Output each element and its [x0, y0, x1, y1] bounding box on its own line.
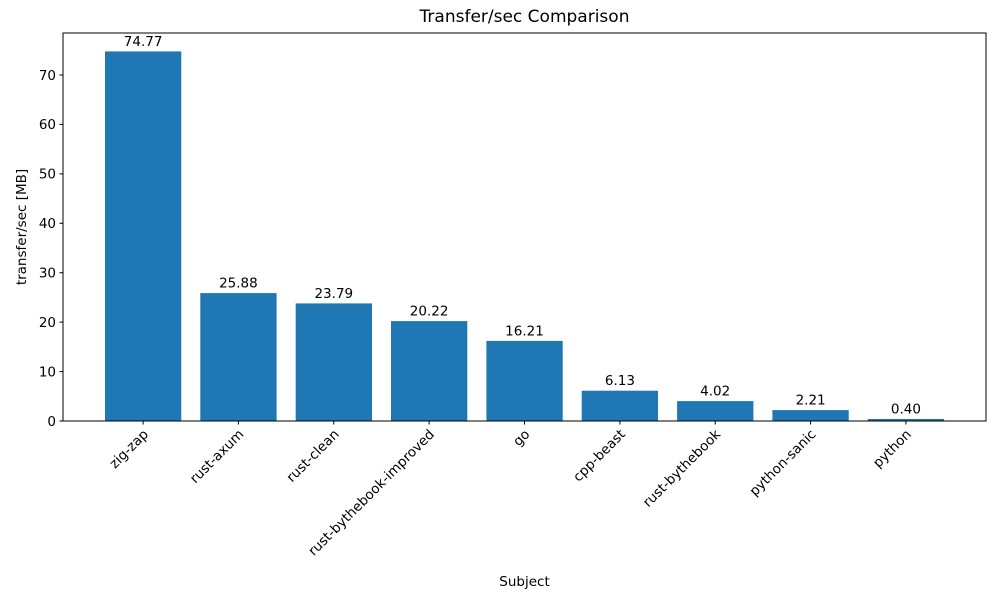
bar-value-label: 2.21: [796, 393, 826, 409]
x-tick-label: python: [870, 427, 915, 472]
bar-value-label: 0.40: [891, 402, 921, 418]
bar: [867, 419, 945, 421]
bar: [200, 293, 277, 421]
y-tick-label: 20: [39, 315, 56, 331]
bar-value-label: 74.77: [124, 34, 163, 50]
bar: [772, 410, 849, 421]
x-tick-label: rust-axum: [187, 427, 247, 487]
x-tick-label: rust-clean: [283, 427, 342, 486]
bar-value-label: 20.22: [410, 304, 449, 320]
y-tick-label: 40: [39, 216, 56, 232]
chart-title: Transfer/sec Comparison: [419, 7, 630, 27]
x-tick-label: rust-bythebook: [640, 426, 724, 510]
x-axis-label: Subject: [499, 574, 550, 590]
bar: [105, 51, 182, 422]
x-tick-label: go: [510, 427, 533, 450]
x-tick-label: python-sanic: [746, 427, 819, 500]
bar: [486, 340, 563, 421]
y-tick-label: 60: [39, 117, 56, 133]
bar: [391, 321, 468, 421]
bar-value-label: 23.79: [314, 286, 353, 302]
y-tick-label: 0: [47, 414, 56, 430]
bar-value-label: 25.88: [219, 276, 258, 292]
bar: [581, 390, 658, 421]
bar: [295, 303, 372, 421]
y-tick-label: 70: [39, 68, 56, 84]
x-tick-label: zig-zap: [107, 427, 152, 472]
bar-value-label: 16.21: [505, 323, 544, 339]
x-tick-label: cpp-beast: [570, 427, 629, 486]
y-tick-label: 10: [39, 364, 56, 380]
bar-value-label: 4.02: [700, 384, 730, 400]
y-tick-label: 30: [39, 266, 56, 282]
bar-value-label: 6.13: [605, 373, 635, 389]
bar: [677, 401, 754, 421]
y-tick-label: 50: [39, 167, 56, 183]
